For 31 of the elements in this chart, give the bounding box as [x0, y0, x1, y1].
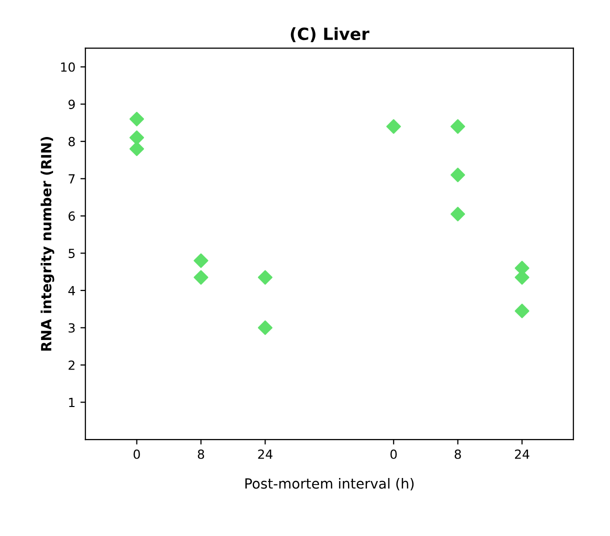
- chart-title: (C) Liver: [290, 27, 370, 42]
- point: [194, 270, 208, 285]
- x-tick-label: 8: [198, 449, 204, 459]
- y-tick-label: 8: [68, 136, 75, 146]
- y-tick-label: 10: [61, 62, 75, 72]
- point: [258, 270, 272, 285]
- y-tick-label: 7: [68, 174, 75, 184]
- point: [450, 168, 466, 182]
- point: [129, 112, 144, 126]
- x-tick-label: 8: [454, 449, 461, 459]
- point: [258, 320, 272, 336]
- point: [386, 119, 401, 134]
- y-tick-label: 2: [68, 360, 74, 370]
- y-tick-label: 4: [68, 286, 75, 296]
- y-tick-label: 6: [68, 211, 75, 221]
- point: [450, 206, 466, 222]
- y-tick-label: 5: [68, 248, 75, 258]
- y-tick-label: 9: [68, 100, 75, 110]
- point: [194, 253, 208, 268]
- x-tick-label: 24: [258, 449, 272, 459]
- x-tick-label: 0: [134, 449, 140, 459]
- point: [129, 142, 144, 156]
- y-axis-title: RNA integrity number (RIN): [40, 136, 54, 351]
- point: [129, 130, 144, 145]
- x-tick-label: 0: [390, 449, 397, 459]
- y-tick-label: 3: [68, 323, 75, 333]
- point: [514, 304, 530, 318]
- x-axis-title: Post-mortem interval (h): [245, 478, 414, 490]
- x-tick-label: 24: [514, 449, 530, 459]
- y-tick-label: 1: [69, 398, 75, 408]
- point: [450, 119, 466, 134]
